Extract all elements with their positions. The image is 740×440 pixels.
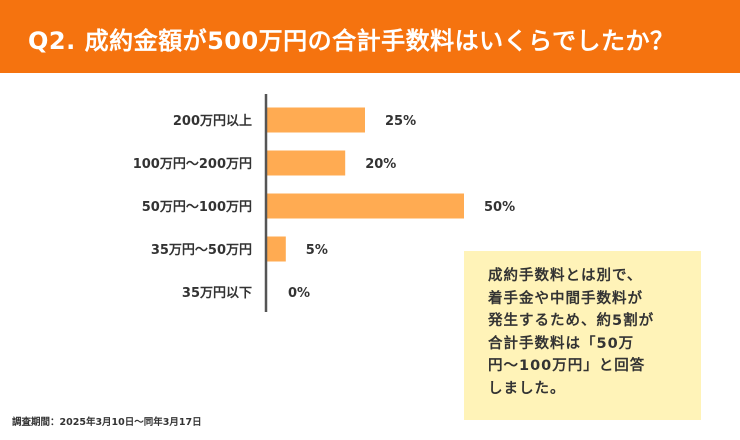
category-label: 100万円〜200万円 (133, 157, 252, 172)
bar (266, 107, 365, 133)
category-label: 50万円〜100万円 (142, 200, 252, 215)
value-label: 5% (306, 243, 328, 258)
value-label: 25% (385, 114, 416, 129)
category-label: 35万円以下 (182, 286, 252, 301)
value-label: 20% (365, 157, 396, 172)
page-title: Q2. 成約金額が500万円の合計手数料はいくらでしたか？ (28, 27, 675, 55)
bar (266, 236, 286, 262)
category-label: 200万円以上 (173, 114, 252, 129)
note-line: 発生するため、約5割が (488, 313, 655, 329)
note-line: 合計手数料は「50万 (488, 335, 635, 352)
note-line: 着手金や中間手数料が (488, 290, 643, 307)
value-label: 50% (484, 200, 515, 215)
category-label: 35万円〜50万円 (151, 243, 252, 258)
bar (266, 150, 346, 176)
note-line: 成約手数料とは別で、 (488, 268, 643, 284)
bar (266, 193, 464, 219)
value-label: 0% (288, 286, 310, 301)
note-box: 成約手数料とは別で、 着手金や中間手数料が 発生するため、約5割が 合計手数料は… (464, 251, 701, 420)
note-line: しました。 (488, 380, 566, 397)
note-line: 円〜100万円」と回答 (488, 358, 646, 374)
header-banner: Q2. 成約金額が500万円の合計手数料はいくらでしたか？ (0, 0, 740, 73)
survey-period: 調査期間：2025年3月10日〜同年3月17日 (12, 417, 202, 428)
